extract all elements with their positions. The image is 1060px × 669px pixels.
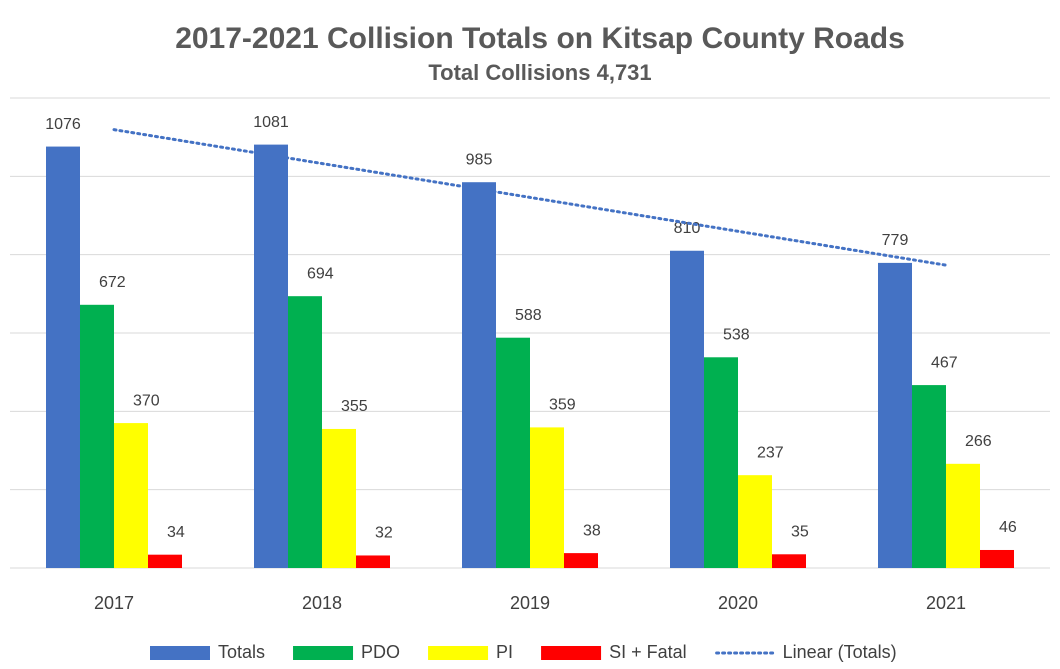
- legend-swatch: [541, 646, 602, 660]
- legend-label: SI + Fatal: [609, 642, 687, 662]
- bar: [980, 549, 1014, 568]
- bar: [148, 554, 182, 568]
- bar: [530, 427, 564, 568]
- data-label: 672: [99, 274, 126, 291]
- data-label: 46: [999, 519, 1017, 536]
- data-label: 266: [965, 433, 992, 450]
- bar: [878, 262, 912, 568]
- legend-label: PI: [496, 642, 513, 662]
- x-tick-label: 2019: [510, 593, 550, 613]
- data-label: 237: [757, 444, 784, 461]
- data-label: 35: [791, 524, 809, 541]
- bar: [462, 182, 496, 569]
- chart-subtitle: Total Collisions 4,731: [428, 60, 651, 85]
- bar: [670, 250, 704, 568]
- bar: [772, 554, 806, 568]
- x-tick-label: 2021: [926, 593, 966, 613]
- bar: [46, 146, 80, 569]
- bar: [322, 428, 356, 568]
- data-label: 355: [341, 398, 368, 415]
- bar: [912, 385, 946, 568]
- data-label: 359: [549, 397, 576, 414]
- legend-swatch: [428, 646, 489, 660]
- bar: [356, 555, 390, 568]
- data-label: 694: [307, 265, 334, 282]
- x-tick-label: 2018: [302, 593, 342, 613]
- bar: [946, 463, 980, 568]
- bar: [738, 475, 772, 568]
- legend-swatch: [293, 646, 354, 660]
- trendline: [112, 128, 948, 267]
- data-label: 1081: [253, 114, 289, 131]
- data-label: 779: [882, 232, 909, 249]
- data-label: 985: [466, 151, 493, 168]
- legend-label: PDO: [361, 642, 400, 662]
- x-tick-label: 2017: [94, 593, 134, 613]
- bar: [114, 423, 148, 568]
- bar: [288, 296, 322, 568]
- data-label: 588: [515, 307, 542, 324]
- bar: [80, 304, 114, 568]
- data-label: 38: [583, 522, 601, 539]
- bar: [254, 144, 288, 568]
- bar: [564, 553, 598, 568]
- x-tick-label: 2020: [718, 593, 758, 613]
- legend-label: Totals: [218, 642, 265, 662]
- data-label: 34: [167, 524, 185, 541]
- legend-swatch: [150, 646, 210, 660]
- data-label: 370: [133, 392, 160, 409]
- bar: [704, 357, 738, 568]
- chart-title: 2017-2021 Collision Totals on Kitsap Cou…: [175, 22, 905, 55]
- data-label: 32: [375, 525, 393, 542]
- data-label: 538: [723, 327, 750, 344]
- legend-label: Linear (Totals): [783, 642, 897, 662]
- bar: [496, 337, 530, 568]
- data-label: 467: [931, 354, 958, 371]
- data-label: 1076: [45, 116, 81, 133]
